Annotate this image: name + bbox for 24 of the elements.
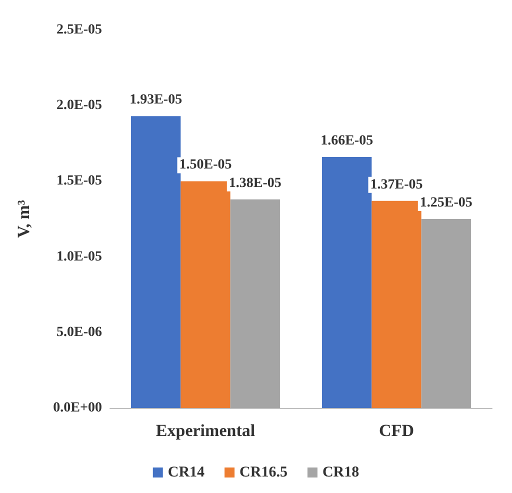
- legend-label: CR18: [322, 464, 360, 480]
- data-label: 1.50E-05: [179, 158, 232, 173]
- bar: [230, 199, 280, 408]
- y-axis-title: V, m³: [14, 200, 33, 238]
- data-label: 1.38E-05: [228, 176, 282, 191]
- legend-label: CR16.5: [240, 464, 288, 480]
- data-label: 1.66E-05: [320, 134, 374, 149]
- y-tick-label: 1.0E-05: [56, 249, 102, 264]
- x-tick-label: CFD: [379, 421, 414, 440]
- bar: [180, 181, 230, 408]
- bar: [372, 200, 422, 408]
- y-tick-label: 1.5E-05: [56, 174, 102, 189]
- x-tick-label: Experimental: [156, 421, 256, 440]
- bar: [322, 157, 372, 408]
- legend-label: CR14: [168, 464, 206, 480]
- bar: [421, 219, 471, 408]
- data-label: 1.25E-05: [420, 196, 472, 210]
- bar: [131, 116, 181, 408]
- data-label: 1.93E-05: [130, 92, 182, 108]
- data-label: 1.37E-05: [370, 177, 423, 192]
- y-tick-label: 2.0E-05: [56, 98, 102, 114]
- y-tick-label: 2.5E-05: [56, 22, 102, 38]
- y-tick-label: 5.0E-06: [56, 324, 102, 340]
- y-tick-label: 0.0E+00: [53, 400, 102, 416]
